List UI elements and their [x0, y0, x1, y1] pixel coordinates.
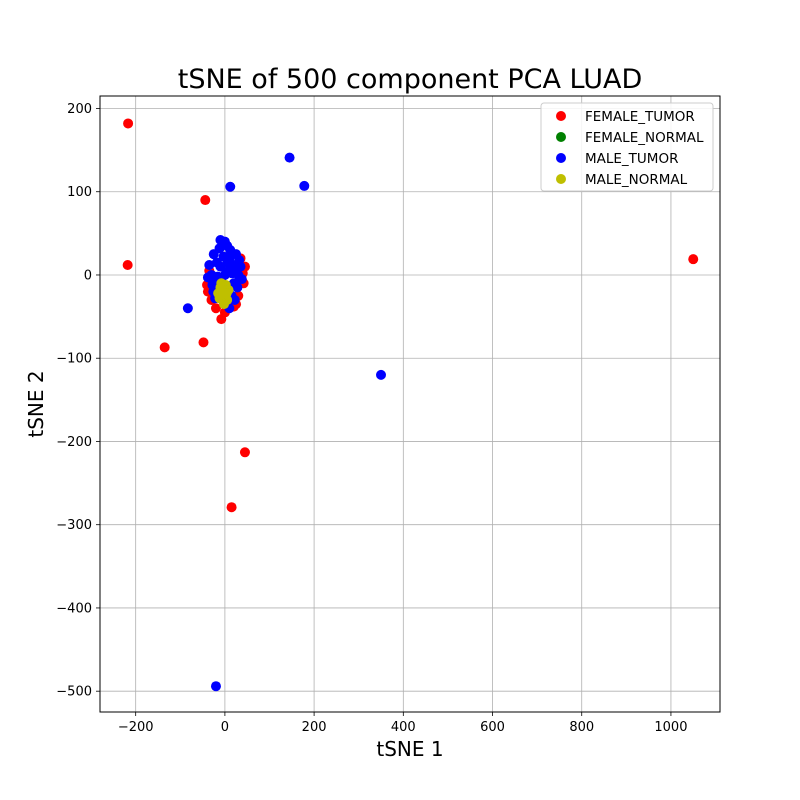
male-tumor-point: [232, 282, 243, 293]
y-tick-label: −500: [56, 685, 92, 700]
y-tick-label: 100: [67, 185, 92, 200]
y-axis-label: tSNE 2: [24, 370, 48, 437]
male-tumor-point: [222, 257, 233, 268]
legend-label-male-tumor: MALE_TUMOR: [585, 151, 678, 167]
x-tick-label: 800: [569, 720, 594, 735]
y-tick-label: 0: [84, 268, 92, 283]
male-tumor-point: [214, 243, 225, 254]
x-tick-label: −200: [118, 720, 154, 735]
male-tumor-point: [376, 369, 387, 380]
y-tick-label: −200: [56, 435, 92, 450]
female-tumor-point: [226, 502, 237, 513]
legend-label-female-normal: FEMALE_NORMAL: [585, 130, 704, 146]
y-tick-label: 200: [67, 102, 92, 117]
x-tick-label: 600: [480, 720, 505, 735]
female-tumor-point: [239, 447, 250, 458]
x-tick-label: 0: [221, 720, 229, 735]
female-tumor-point: [159, 342, 170, 353]
male-tumor-point: [211, 257, 222, 268]
male-tumor-point: [215, 235, 226, 246]
male-normal-point: [219, 299, 229, 310]
legend-marker-male-tumor: [556, 153, 566, 163]
chart-title: tSNE of 500 component PCA LUAD: [178, 64, 643, 95]
male-tumor-point: [231, 263, 242, 274]
female-tumor-point: [688, 254, 699, 265]
y-tick-label: −400: [56, 601, 92, 616]
y-tick-label: −100: [56, 352, 92, 367]
male-tumor-point: [229, 294, 240, 305]
male-tumor-point: [225, 245, 236, 255]
y-tick-label: −300: [56, 518, 92, 533]
female-tumor-point: [198, 337, 209, 348]
x-tick-label: 1000: [654, 720, 687, 735]
legend: FEMALE_TUMOR FEMALE_NORMAL MALE_TUMOR MALE_…: [540, 102, 714, 192]
male-tumor-point: [299, 180, 310, 191]
male-tumor-point: [284, 152, 295, 163]
male-tumor-point: [236, 274, 247, 285]
x-tick-label: 200: [302, 720, 327, 735]
x-axis-label: tSNE 1: [376, 737, 443, 761]
male-tumor-point: [234, 254, 245, 265]
male-tumor-point: [202, 272, 213, 283]
legend-label-male-normal: MALE_NORMAL: [585, 172, 688, 188]
male-tumor-point: [210, 681, 221, 692]
legend-marker-male-normal: [556, 174, 566, 184]
grid: [100, 96, 720, 712]
legend-box: [540, 102, 714, 192]
male-tumor-point: [182, 303, 193, 314]
legend-label-female-tumor: FEMALE_TUMOR: [585, 109, 695, 125]
male-tumor-point: [225, 181, 236, 192]
legend-marker-female-tumor: [556, 111, 566, 121]
female-tumor-point: [210, 303, 221, 314]
male-tumor-point: [204, 259, 215, 270]
data-points: [122, 118, 699, 692]
plot-frame: [99, 95, 721, 713]
female-tumor-point: [123, 118, 134, 129]
legend-marker-female-normal: [556, 132, 566, 142]
female-tumor-point: [122, 259, 133, 270]
axis-ticks: −200 0 200 400 600 800 1000−500−400−300−200−10…: [56, 102, 687, 735]
x-tick-label: 400: [391, 720, 416, 735]
female-tumor-point: [200, 195, 211, 206]
male-normal-point: [217, 284, 228, 295]
